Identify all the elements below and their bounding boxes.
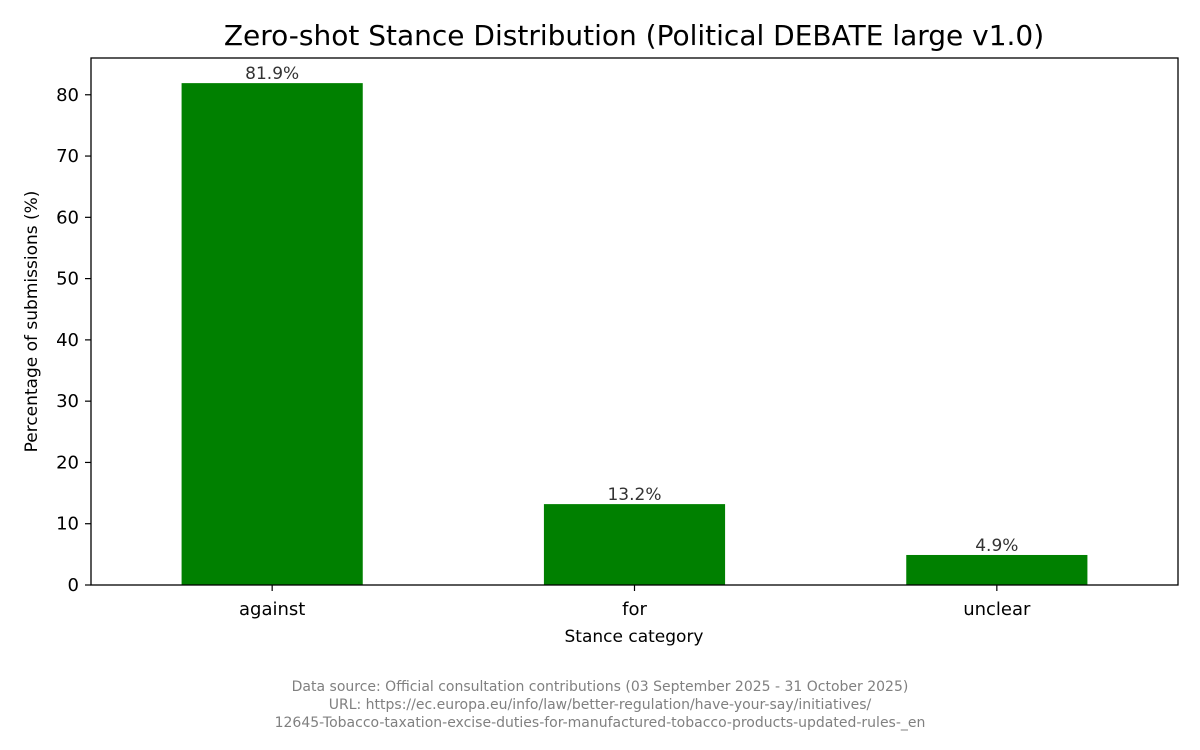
data-labels-group: 81.9% 13.2% 4.9% (245, 64, 1018, 556)
bar-unclear (906, 554, 1088, 585)
y-tick-label-20: 20 (56, 452, 79, 473)
y-tick-label-80: 80 (56, 85, 79, 106)
data-label-unclear: 4.9% (975, 536, 1018, 556)
footer-line-source: Data source: Official consultation contr… (291, 679, 909, 695)
footer-line-url: URL: https://ec.europa.eu/info/law/bette… (328, 697, 872, 713)
y-tick-label-50: 50 (56, 269, 79, 290)
plot-frame (90, 57, 1179, 586)
data-label-for: 13.2% (607, 485, 661, 505)
x-tick-label-against: against (239, 599, 305, 620)
x-axis-label: Stance category (565, 627, 704, 647)
bar-against (181, 83, 363, 585)
y-axis: 0 10 20 30 40 50 60 70 80 (56, 85, 91, 596)
y-tick-label-0: 0 (68, 575, 79, 596)
x-tick-label-unclear: unclear (963, 599, 1031, 620)
chart-title: Zero-shot Stance Distribution (Political… (224, 19, 1044, 52)
y-tick-label-30: 30 (56, 391, 79, 412)
bars-group (181, 83, 1088, 585)
data-source-footer: Data source: Official consultation contr… (0, 678, 1200, 732)
footer-line-url-cont: 12645-Tobacco-taxation-excise-duties-for… (274, 715, 926, 731)
data-label-against: 81.9% (245, 64, 299, 84)
y-tick-label-70: 70 (56, 146, 79, 167)
y-tick-label-40: 40 (56, 330, 79, 351)
y-tick-label-10: 10 (56, 514, 79, 535)
bar-for (543, 504, 726, 585)
y-tick-label-60: 60 (56, 207, 79, 228)
x-tick-label-for: for (622, 599, 647, 620)
y-axis-label: Percentage of submissions (%) (22, 191, 42, 453)
x-axis: against for unclear (239, 585, 1031, 620)
